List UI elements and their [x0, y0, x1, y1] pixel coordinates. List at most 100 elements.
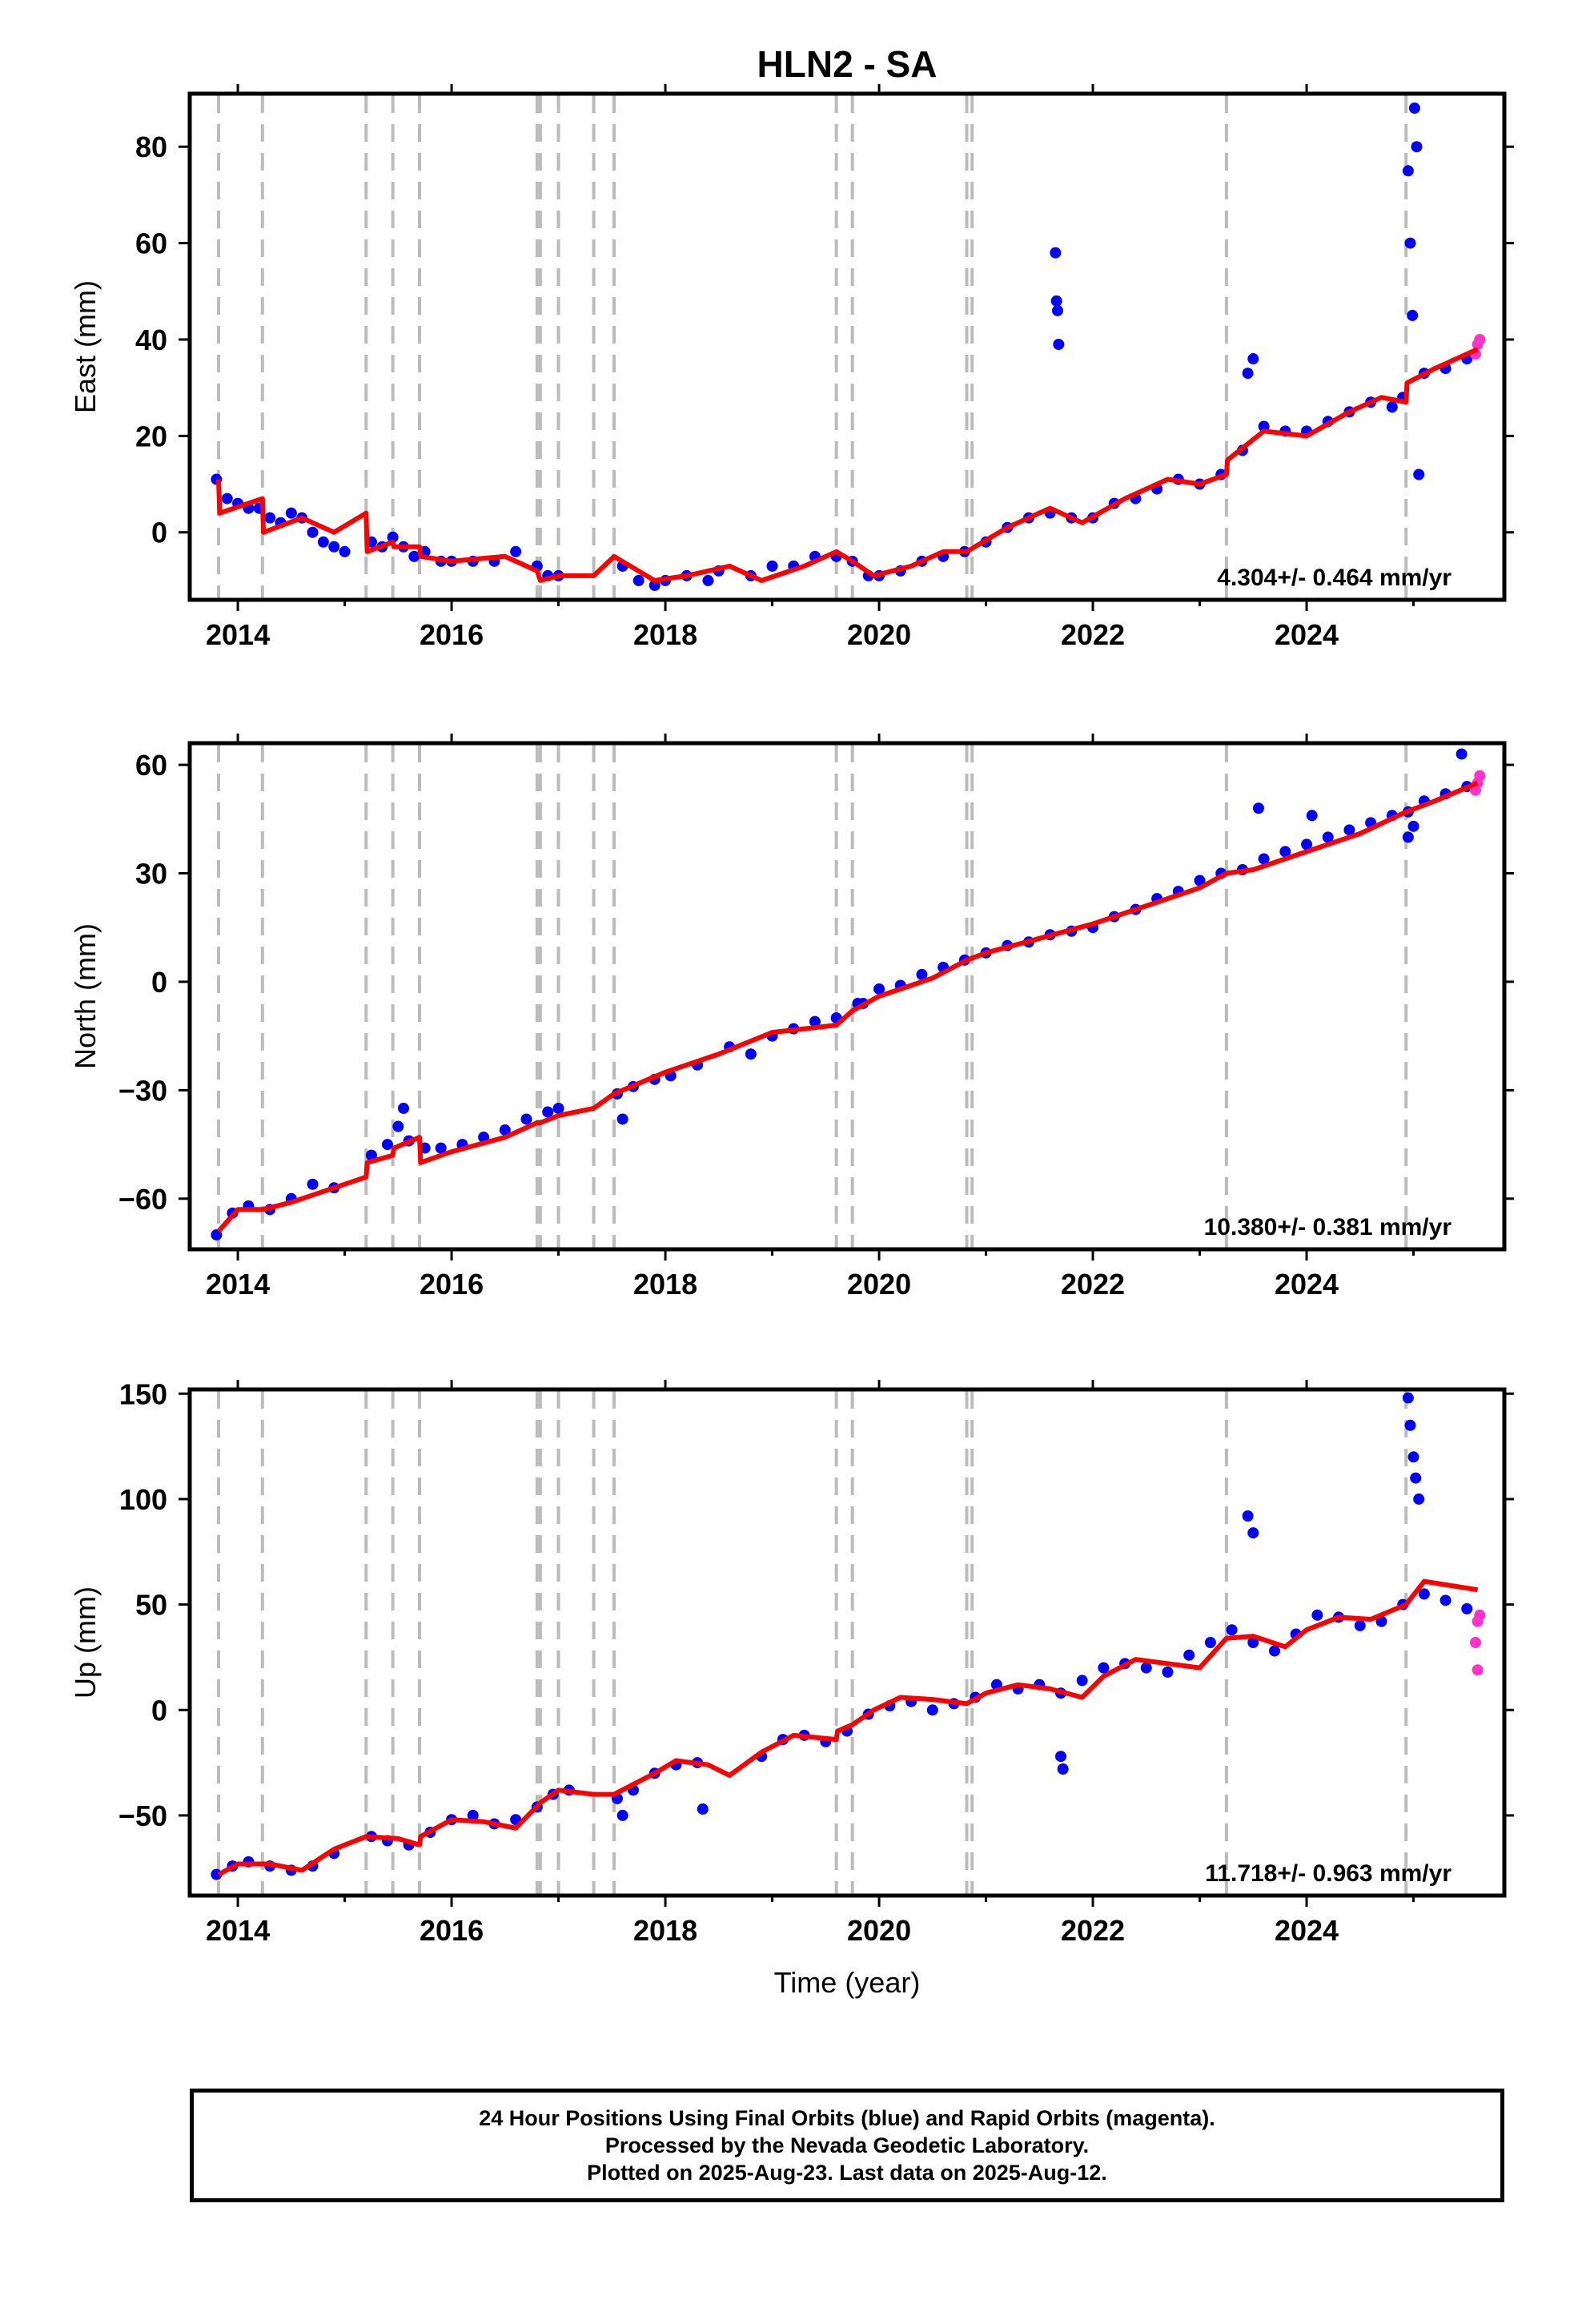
- final-orbit-point: [1057, 1763, 1069, 1775]
- final-orbit-point: [339, 545, 351, 557]
- final-orbit-point: [1247, 353, 1259, 365]
- final-orbit-point: [1162, 1666, 1174, 1678]
- final-orbit-point: [1050, 295, 1062, 307]
- x-tick-label: 2024: [1275, 1914, 1339, 1947]
- final-orbit-point: [916, 968, 928, 980]
- final-orbit-point: [702, 574, 714, 586]
- x-tick-label: 2016: [420, 1268, 484, 1301]
- rapid-orbit-point: [1474, 333, 1486, 345]
- x-tick-label: 2014: [206, 1268, 270, 1301]
- final-orbit-point: [1343, 824, 1355, 836]
- y-tick-label: −50: [118, 1799, 167, 1832]
- x-tick-label: 2014: [206, 618, 270, 651]
- final-orbit-point: [435, 1142, 447, 1154]
- y-tick-label: 30: [135, 858, 167, 891]
- final-orbit-point: [697, 1803, 709, 1815]
- final-orbit-point: [1247, 1527, 1259, 1539]
- final-orbit-point: [221, 493, 233, 505]
- final-orbit-point: [317, 536, 329, 548]
- x-tick-label: 2018: [633, 1914, 697, 1947]
- final-orbit-point: [1053, 338, 1065, 350]
- rate-label: 10.380+/- 0.381 mm/yr: [1204, 1214, 1452, 1240]
- y-tick-label: 0: [151, 1694, 167, 1727]
- final-orbit-point: [1402, 1392, 1414, 1404]
- x-tick-label: 2016: [420, 1914, 484, 1947]
- final-orbit-point: [648, 579, 661, 591]
- panel-up: 2014 2016 2018 2020 2022 2024 −50 0 50 100 150 Up (…: [69, 1377, 1514, 1947]
- final-orbit-point: [1194, 875, 1206, 887]
- final-orbit-point: [1456, 748, 1468, 760]
- chart-title: HLN2 - SA: [757, 43, 938, 85]
- final-orbit-point: [307, 1178, 319, 1190]
- final-orbit-point: [397, 1102, 409, 1114]
- final-orbit-point: [1183, 1649, 1195, 1661]
- final-orbit-point: [616, 1113, 628, 1125]
- y-axis-label: Up (mm): [69, 1586, 102, 1699]
- final-orbit-point: [1279, 846, 1291, 858]
- final-orbit-point: [1301, 838, 1313, 850]
- x-tick-label: 2020: [847, 618, 911, 651]
- final-orbit-point: [1354, 1619, 1366, 1631]
- final-orbit-point: [1418, 1588, 1430, 1600]
- final-orbit-point: [542, 1106, 554, 1118]
- y-tick-label: 20: [135, 420, 167, 452]
- panel-east: 2014 2016 2018 2020 2022 2024 0 20 40 60 80 East (m…: [69, 84, 1514, 651]
- y-tick-label: −30: [118, 1074, 167, 1107]
- plot-frame: [187, 91, 1507, 602]
- final-orbit-point: [873, 983, 885, 995]
- final-orbit-point: [1242, 368, 1254, 380]
- x-tick-label: 2024: [1275, 618, 1339, 651]
- y-tick-label: 60: [135, 227, 167, 260]
- final-orbit-point: [809, 1015, 821, 1027]
- final-orbit-point: [1051, 304, 1063, 316]
- panel-north: 2014 2016 2018 2020 2022 2024 −60 −30 0 30 60 North…: [69, 734, 1514, 1301]
- x-tick-label: 2024: [1275, 1268, 1339, 1301]
- x-tick-label: 2020: [847, 1914, 911, 1947]
- final-orbit-point: [1410, 1472, 1422, 1484]
- final-orbit-point: [1226, 1624, 1238, 1636]
- plot-frame: [187, 741, 1507, 1252]
- y-axis-label: East (mm): [69, 280, 102, 413]
- final-orbit-point: [1461, 1602, 1473, 1614]
- rapid-orbit-point: [1472, 1664, 1484, 1676]
- rapid-orbit-point: [1474, 1609, 1486, 1621]
- footer-line-3: Plotted on 2025-Aug-23. Last data on 202…: [587, 2161, 1107, 2185]
- final-orbit-point: [926, 1704, 938, 1716]
- final-orbit-point: [1407, 309, 1419, 321]
- final-orbit-point: [1204, 1637, 1216, 1648]
- final-orbit-point: [1054, 1751, 1066, 1763]
- final-orbit-point: [1413, 1493, 1425, 1505]
- final-orbit-point: [499, 1124, 511, 1136]
- final-orbit-point: [1322, 831, 1334, 843]
- x-tick-label: 2020: [847, 1268, 911, 1301]
- x-tick-label: 2018: [633, 618, 697, 651]
- plot-frame: [187, 1387, 1507, 1898]
- final-orbit-point: [745, 1048, 757, 1060]
- final-orbit-point: [1098, 1662, 1110, 1674]
- final-orbit-point: [1247, 1637, 1259, 1648]
- y-tick-label: 0: [151, 966, 167, 999]
- final-orbit-point: [1404, 237, 1416, 249]
- final-orbit-point: [510, 545, 522, 557]
- final-orbit-point: [1050, 247, 1062, 259]
- final-orbit-point: [1439, 1594, 1452, 1606]
- final-orbit-point: [1311, 1609, 1323, 1621]
- final-orbit-point: [1402, 165, 1414, 177]
- rapid-orbit-point: [1474, 770, 1486, 782]
- final-orbit-point: [552, 1102, 564, 1114]
- final-orbit-point: [467, 1809, 479, 1821]
- final-orbit-point: [381, 1139, 393, 1151]
- final-orbit-point: [1407, 820, 1419, 832]
- x-tick-label: 2022: [1061, 1268, 1125, 1301]
- model-line: [216, 780, 1479, 1233]
- y-tick-label: 50: [135, 1589, 167, 1622]
- y-tick-label: 150: [119, 1377, 167, 1410]
- y-axis-label: North (mm): [69, 923, 102, 1069]
- final-orbit-point: [1076, 1675, 1088, 1687]
- y-tick-label: 80: [135, 131, 167, 163]
- final-orbit-point: [616, 1809, 628, 1821]
- model-line: [217, 1578, 1479, 1877]
- final-orbit-point: [408, 550, 420, 562]
- final-orbit-point: [1413, 468, 1425, 480]
